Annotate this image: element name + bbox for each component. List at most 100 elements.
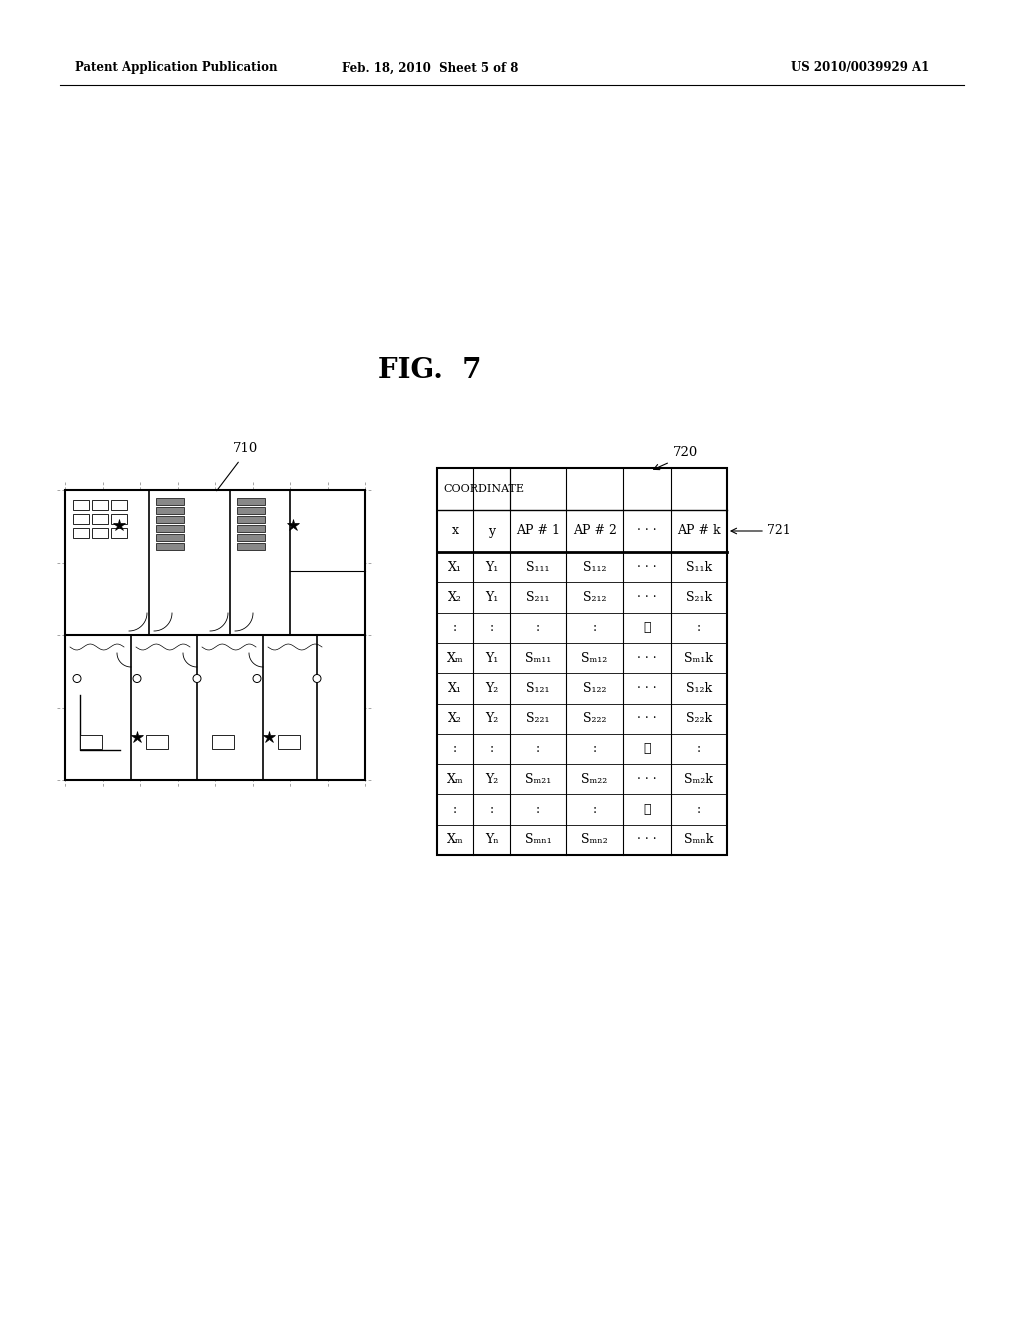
Bar bbox=[278, 735, 300, 748]
Text: S₁₂₂: S₁₂₂ bbox=[583, 682, 606, 694]
Text: S₁₁k: S₁₁k bbox=[686, 561, 712, 574]
Bar bbox=[237, 507, 265, 513]
Text: Yₙ: Yₙ bbox=[484, 833, 499, 846]
Text: S₂₂₂: S₂₂₂ bbox=[583, 713, 606, 725]
Text: S₂₂k: S₂₂k bbox=[686, 713, 712, 725]
Bar bbox=[65, 490, 365, 780]
Text: X₂: X₂ bbox=[449, 591, 462, 605]
Text: ⋱: ⋱ bbox=[643, 742, 650, 755]
Bar bbox=[156, 525, 184, 532]
Text: :: : bbox=[489, 622, 494, 634]
Bar bbox=[237, 516, 265, 523]
Bar bbox=[111, 513, 127, 524]
Text: :: : bbox=[489, 742, 494, 755]
Text: AP # 2: AP # 2 bbox=[572, 524, 616, 537]
Bar bbox=[92, 500, 108, 510]
Text: FIG.  7: FIG. 7 bbox=[378, 356, 481, 384]
Text: Sₘ₁₁: Sₘ₁₁ bbox=[525, 652, 551, 664]
Text: COORDINATE: COORDINATE bbox=[443, 484, 524, 494]
Text: :: : bbox=[696, 742, 700, 755]
Text: :: : bbox=[696, 803, 700, 816]
Bar bbox=[156, 498, 184, 506]
Text: S₁₁₂: S₁₁₂ bbox=[583, 561, 606, 574]
Text: AP # 1: AP # 1 bbox=[516, 524, 560, 537]
Text: · · ·: · · · bbox=[637, 713, 656, 725]
Bar bbox=[146, 735, 168, 748]
Text: :: : bbox=[489, 803, 494, 816]
Text: · · ·: · · · bbox=[637, 591, 656, 605]
Circle shape bbox=[73, 675, 81, 682]
Text: :: : bbox=[537, 742, 541, 755]
Text: S₂₁₂: S₂₁₂ bbox=[583, 591, 606, 605]
Text: Y₁: Y₁ bbox=[485, 561, 499, 574]
Text: S₂₁₁: S₂₁₁ bbox=[526, 591, 550, 605]
Text: S₂₁k: S₂₁k bbox=[686, 591, 712, 605]
Text: Xₘ: Xₘ bbox=[446, 652, 464, 664]
Text: S₂₂₁: S₂₂₁ bbox=[526, 713, 550, 725]
Text: Feb. 18, 2010  Sheet 5 of 8: Feb. 18, 2010 Sheet 5 of 8 bbox=[342, 62, 518, 74]
Bar bbox=[237, 498, 265, 506]
Text: Sₘₙ₂: Sₘₙ₂ bbox=[582, 833, 608, 846]
Text: S₁₁₁: S₁₁₁ bbox=[526, 561, 550, 574]
Text: X₁: X₁ bbox=[449, 561, 462, 574]
Bar bbox=[437, 469, 727, 855]
Bar bbox=[111, 528, 127, 539]
Bar bbox=[73, 500, 89, 510]
Text: Xₘ: Xₘ bbox=[446, 833, 464, 846]
Bar bbox=[80, 735, 102, 748]
Text: ⋱: ⋱ bbox=[643, 803, 650, 816]
Text: Patent Application Publication: Patent Application Publication bbox=[75, 62, 278, 74]
Text: :: : bbox=[593, 622, 597, 634]
Text: Y₁: Y₁ bbox=[485, 652, 499, 664]
Text: · · ·: · · · bbox=[637, 833, 656, 846]
Bar bbox=[237, 543, 265, 550]
Text: :: : bbox=[593, 742, 597, 755]
Text: :: : bbox=[454, 622, 458, 634]
Bar bbox=[237, 535, 265, 541]
Text: :: : bbox=[454, 742, 458, 755]
Text: Sₘ₂₂: Sₘ₂₂ bbox=[582, 772, 607, 785]
Text: Y₂: Y₂ bbox=[485, 682, 499, 694]
Text: · · ·: · · · bbox=[637, 561, 656, 574]
Text: Sₘ₁k: Sₘ₁k bbox=[684, 652, 714, 664]
Text: · · ·: · · · bbox=[637, 682, 656, 694]
Text: S₁₂k: S₁₂k bbox=[686, 682, 712, 694]
Text: Y₁: Y₁ bbox=[485, 591, 499, 605]
Text: Sₘₙk: Sₘₙk bbox=[684, 833, 714, 846]
Bar bbox=[156, 507, 184, 513]
Bar bbox=[156, 543, 184, 550]
Text: Y₂: Y₂ bbox=[485, 772, 499, 785]
Text: :: : bbox=[696, 622, 700, 634]
Text: Sₘₙ₁: Sₘₙ₁ bbox=[524, 833, 552, 846]
Bar bbox=[111, 500, 127, 510]
Bar bbox=[237, 525, 265, 532]
Text: :: : bbox=[593, 803, 597, 816]
Bar bbox=[212, 735, 234, 748]
Text: 721: 721 bbox=[767, 524, 791, 537]
Circle shape bbox=[313, 675, 321, 682]
Text: Sₘ₂₁: Sₘ₂₁ bbox=[525, 772, 551, 785]
Text: :: : bbox=[537, 803, 541, 816]
Bar bbox=[156, 535, 184, 541]
Text: · · ·: · · · bbox=[637, 524, 656, 537]
Text: X₁: X₁ bbox=[449, 682, 462, 694]
Text: US 2010/0039929 A1: US 2010/0039929 A1 bbox=[791, 62, 929, 74]
Text: ⋱: ⋱ bbox=[643, 622, 650, 634]
Circle shape bbox=[193, 675, 201, 682]
Circle shape bbox=[133, 675, 141, 682]
Text: Y₂: Y₂ bbox=[485, 713, 499, 725]
Text: Sₘ₂k: Sₘ₂k bbox=[684, 772, 714, 785]
Text: :: : bbox=[454, 803, 458, 816]
Text: y: y bbox=[488, 524, 496, 537]
Text: AP # k: AP # k bbox=[677, 524, 721, 537]
Text: x: x bbox=[452, 524, 459, 537]
Text: :: : bbox=[537, 622, 541, 634]
Bar bbox=[73, 513, 89, 524]
Text: · · ·: · · · bbox=[637, 772, 656, 785]
Text: X₂: X₂ bbox=[449, 713, 462, 725]
Text: Sₘ₁₂: Sₘ₁₂ bbox=[582, 652, 607, 664]
Bar bbox=[92, 528, 108, 539]
Bar bbox=[73, 528, 89, 539]
Circle shape bbox=[253, 675, 261, 682]
Text: Xₘ: Xₘ bbox=[446, 772, 464, 785]
